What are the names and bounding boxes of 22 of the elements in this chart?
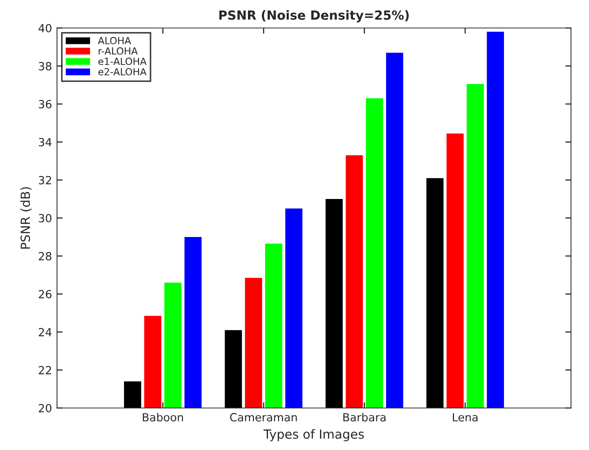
legend-label: r-ALOHA — [98, 47, 138, 55]
y-tick-label: 32 — [38, 176, 52, 184]
y-tick-label: 28 — [38, 252, 52, 260]
x-tick-label: Barbara — [343, 412, 386, 422]
x-tick-label: Baboon — [142, 412, 183, 422]
x-tick-label: Cameraman — [230, 413, 297, 422]
x-axis-title: Types of Images — [264, 429, 364, 442]
legend-label: e1-ALOHA — [98, 58, 147, 66]
y-tick-label: 36 — [38, 100, 52, 108]
chart-title: PSNR (Noise Density=25%) — [219, 10, 409, 22]
y-tick-label: 26 — [38, 290, 52, 298]
y-tick-label: 40 — [38, 24, 52, 32]
legend-label: e2-ALOHA — [98, 68, 147, 76]
y-tick-label: 20 — [38, 404, 52, 412]
y-tick-label: 22 — [38, 366, 52, 374]
y-tick-label: 24 — [38, 328, 52, 336]
legend-label: ALOHA — [98, 36, 132, 44]
y-tick-label: 38 — [38, 62, 52, 70]
y-tick-label: 34 — [38, 138, 52, 146]
y-tick-label: 30 — [38, 214, 52, 222]
x-tick-label: Lena — [452, 413, 478, 422]
y-axis-title: PSNR (dB) — [20, 187, 32, 249]
